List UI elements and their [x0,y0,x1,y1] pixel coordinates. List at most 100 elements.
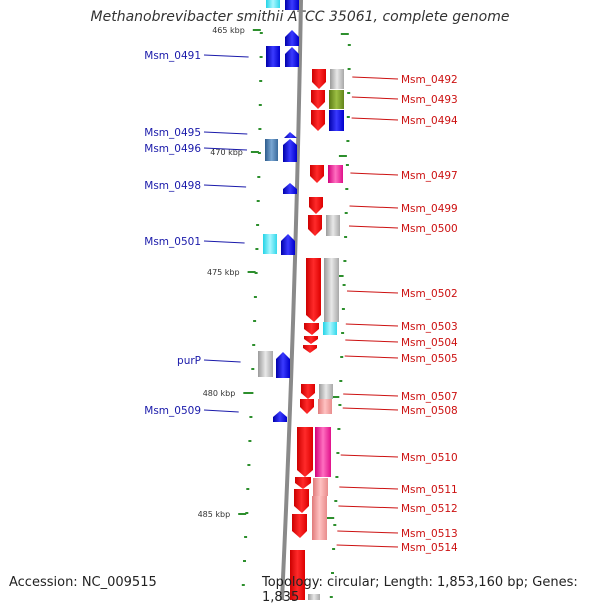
gene-block [319,384,333,399]
major-tick [335,275,344,277]
gene-block [265,139,278,161]
label-leader-line [338,505,399,509]
gene-arrow [295,477,311,489]
minor-tick [334,500,338,502]
minor-tick [248,440,252,442]
label-leader-line [351,96,399,100]
gene-block [308,594,320,600]
gene-arrow [301,384,315,399]
minor-tick [337,428,341,430]
minor-tick [340,356,344,358]
gene-label: Msm_0512 [401,503,458,515]
minor-tick [249,416,253,418]
label-leader-line [203,240,245,244]
label-leader-line [337,530,399,534]
major-tick [326,517,335,519]
label-leader-line [203,359,241,363]
minor-tick [346,140,350,142]
gene-block [266,0,280,8]
gene-arrow [304,323,319,335]
minor-tick [344,236,348,238]
gene-arrow [283,139,297,162]
gene-label: Msm_0491 [144,50,201,62]
gene-arrow [285,30,299,46]
minor-tick [247,464,251,466]
gene-arrow [294,489,309,513]
gene-label: Msm_0495 [144,127,201,139]
label-leader-line [340,454,399,458]
major-tick [331,396,340,398]
minor-tick [344,212,348,214]
gene-arrow [309,197,323,214]
gene-arrow [284,132,297,138]
gene-arrow [306,258,321,322]
label-leader-line [203,409,239,413]
gene-label: Msm_0511 [401,484,458,496]
minor-tick [253,296,257,298]
gene-label: Msm_0509 [144,405,201,417]
gene-label: Msm_0502 [401,288,458,300]
gene-arrow [290,550,305,600]
label-leader-line [345,323,399,327]
gene-block [323,322,337,335]
accession-label: Accession: NC_009515 [9,575,157,590]
gene-block [329,90,344,109]
gene-arrow [276,352,290,378]
gene-block [330,69,344,89]
minor-tick [259,32,263,34]
label-leader-line [203,184,247,188]
minor-tick [343,260,347,262]
tick-label: 470 kbp [210,148,243,157]
minor-tick [342,284,346,286]
major-tick [247,271,256,273]
gene-label: Msm_0498 [144,180,201,192]
minor-tick [250,392,254,394]
gene-arrow [297,427,313,477]
minor-tick [257,152,261,154]
gene-arrow [281,234,295,255]
label-leader-line [350,172,399,176]
label-leader-line [203,147,248,151]
minor-tick [251,368,255,370]
minor-tick [244,536,248,538]
minor-tick [341,308,345,310]
gene-label: Msm_0497 [401,170,458,182]
label-leader-line [336,544,399,548]
minor-tick [341,332,345,334]
minor-tick-marks [241,32,351,598]
minor-tick [256,200,260,202]
label-leader-line [345,339,399,343]
label-leader-line [352,76,399,80]
gene-label: Msm_0505 [401,353,458,365]
major-tick [243,392,252,394]
minor-tick [333,524,337,526]
minor-tick [336,452,340,454]
minor-tick [331,572,334,574]
tick-label: 480 kbp [203,389,236,398]
gene-label: Msm_0504 [401,337,458,349]
gene-block [324,258,339,322]
gene-block [263,234,277,254]
gene-block [318,399,332,414]
gene-label: Msm_0500 [401,223,458,235]
minor-tick [347,44,351,46]
minor-tick [347,68,351,70]
gene-label: Msm_0493 [401,94,458,106]
major-tick [338,155,347,157]
minor-tick [259,56,263,58]
gene-label: Msm_0499 [401,203,458,215]
minor-tick [335,476,339,478]
reverse-strand-genes [258,0,299,422]
gene-label: Msm_0501 [144,236,201,248]
major-tick [252,29,261,31]
minor-tick [245,512,249,514]
gene-label: Msm_0507 [401,391,458,403]
gene-block [313,478,328,496]
minor-tick [258,104,262,106]
forward-strand-genes [290,69,344,600]
major-tick [340,33,349,35]
gene-block [312,496,327,540]
label-leader-line [342,407,399,411]
gene-arrow [300,399,314,414]
